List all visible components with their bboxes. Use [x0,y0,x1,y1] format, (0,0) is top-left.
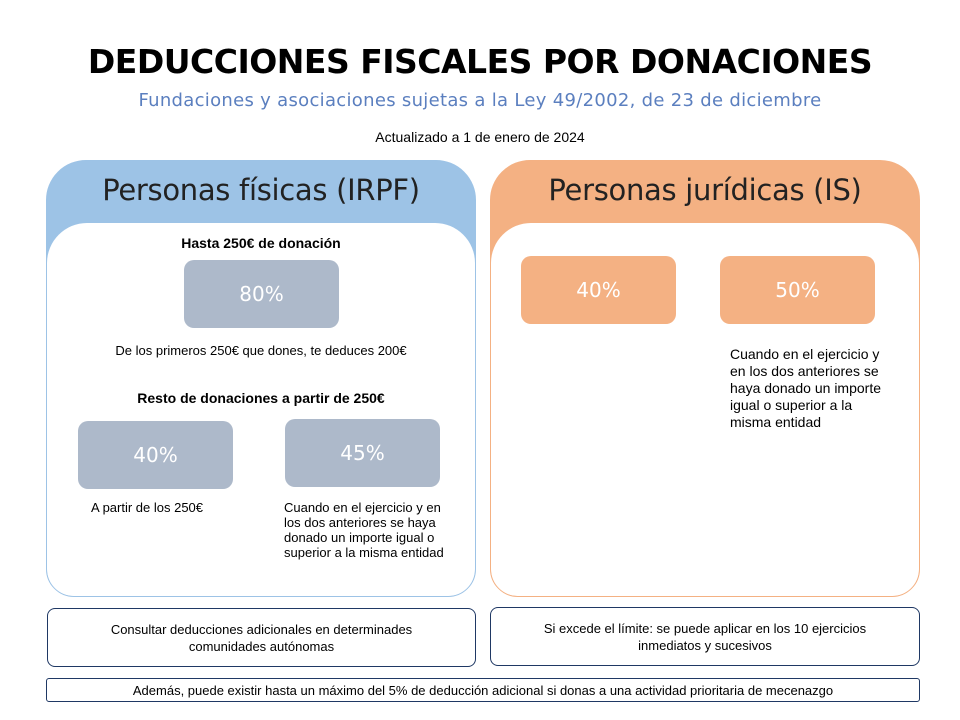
irpf-40-badge: 40% [78,421,233,489]
updated-date: Actualizado a 1 de enero de 2024 [375,129,585,145]
is-50-badge: 50% [720,256,875,324]
regional-deductions-note: Consultar deducciones adicionales en det… [47,608,476,667]
irpf-section1-label: Hasta 250€ de donación [181,235,341,251]
page-subtitle: Fundaciones y asociaciones sujetas a la … [138,90,822,111]
is-50-note: Cuando en el ejercicio y en los dos ante… [730,346,881,430]
irpf-45-badge: 45% [285,419,440,487]
is-panel-body: 40% 50% Cuando en el ejercicio y en los … [491,223,919,596]
limit-exceeded-note: Si excede el límite: se puede aplicar en… [490,607,920,666]
irpf-80-badge: 80% [184,260,339,328]
is-40-badge: 40% [521,256,676,324]
irpf-section2-label: Resto de donaciones a partir de 250€ [137,390,385,406]
irpf-40-note: A partir de los 250€ [91,500,204,515]
irpf-45-note: Cuando en el ejercicio y en los dos ante… [284,500,444,560]
irpf-panel-body: Hasta 250€ de donación 80% De los primer… [47,223,475,596]
page-title: DEDUCCIONES FISCALES POR DONACIONES [87,42,873,81]
additional-deduction-note: Además, puede existir hasta un máximo de… [46,678,920,702]
irpf-panel-title: Personas físicas (IRPF) [102,173,420,207]
irpf-panel: Personas físicas (IRPF) Hasta 250€ de do… [46,160,476,597]
is-panel-title: Personas jurídicas (IS) [548,173,862,207]
is-panel: Personas jurídicas (IS) 40% 50% Cuando e… [490,160,920,597]
irpf-section1-note: De los primeros 250€ que dones, te deduc… [115,343,407,358]
